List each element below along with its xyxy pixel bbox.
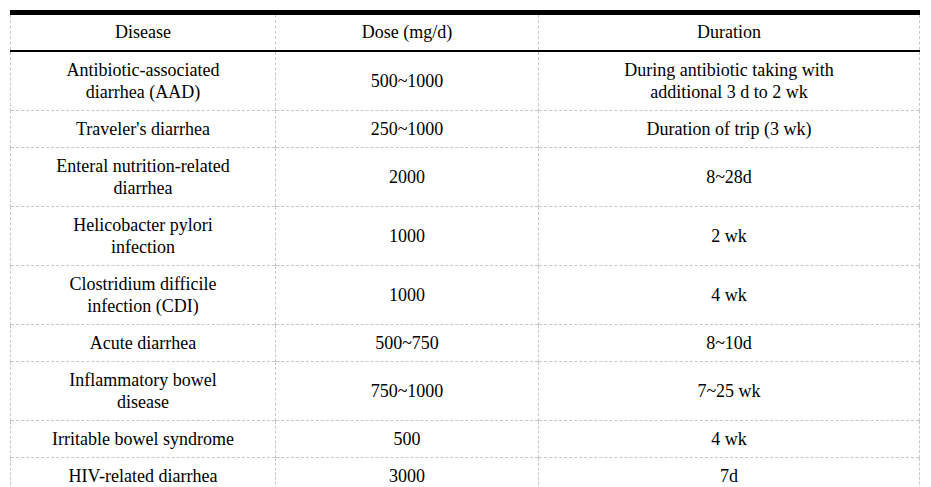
duration-cell: 2 wk [539, 206, 920, 265]
header-row: Disease Dose (mg/d) Duration [11, 13, 920, 51]
table-row: Traveler's diarrhea 250~1000 Duration of… [11, 110, 920, 147]
table-row: HIV-related diarrhea 3000 7d [11, 457, 920, 487]
dose-cell: 500 [276, 420, 539, 457]
disease-dose-duration-table: Disease Dose (mg/d) Duration Antibiotic-… [10, 10, 920, 487]
duration-cell: 7d [539, 457, 920, 487]
col-header-disease: Disease [11, 13, 276, 51]
dose-cell: 500~750 [276, 324, 539, 361]
col-header-duration: Duration [539, 13, 920, 51]
dose-cell: 2000 [276, 147, 539, 206]
dose-cell: 750~1000 [276, 361, 539, 420]
table-row: Inflammatory bowel disease 750~1000 7~25… [11, 361, 920, 420]
duration-cell: 7~25 wk [539, 361, 920, 420]
disease-cell: Enteral nutrition-related diarrhea [11, 147, 276, 206]
duration-cell: 8~10d [539, 324, 920, 361]
dose-cell: 250~1000 [276, 110, 539, 147]
disease-cell: Helicobacter pylori infection [11, 206, 276, 265]
dose-cell: 1000 [276, 206, 539, 265]
duration-cell: During antibiotic taking with additional… [539, 51, 920, 111]
duration-cell: 4 wk [539, 420, 920, 457]
table-row: Enteral nutrition-related diarrhea 2000 … [11, 147, 920, 206]
table-row: Antibiotic-associated diarrhea (AAD) 500… [11, 51, 920, 111]
disease-cell: Irritable bowel syndrome [11, 420, 276, 457]
disease-cell: Acute diarrhea [11, 324, 276, 361]
disease-cell: Clostridium difficile infection (CDI) [11, 265, 276, 324]
table-row: Helicobacter pylori infection 1000 2 wk [11, 206, 920, 265]
dose-cell: 1000 [276, 265, 539, 324]
table-row: Acute diarrhea 500~750 8~10d [11, 324, 920, 361]
disease-cell: Traveler's diarrhea [11, 110, 276, 147]
dose-cell: 500~1000 [276, 51, 539, 111]
dose-cell: 3000 [276, 457, 539, 487]
duration-cell: 4 wk [539, 265, 920, 324]
disease-cell: Antibiotic-associated diarrhea (AAD) [11, 51, 276, 111]
table-body: Antibiotic-associated diarrhea (AAD) 500… [11, 51, 920, 487]
table-row: Irritable bowel syndrome 500 4 wk [11, 420, 920, 457]
table-row: Clostridium difficile infection (CDI) 10… [11, 265, 920, 324]
duration-cell: 8~28d [539, 147, 920, 206]
col-header-dose: Dose (mg/d) [276, 13, 539, 51]
table-header: Disease Dose (mg/d) Duration [11, 13, 920, 51]
disease-cell: Inflammatory bowel disease [11, 361, 276, 420]
duration-cell: Duration of trip (3 wk) [539, 110, 920, 147]
disease-cell: HIV-related diarrhea [11, 457, 276, 487]
table-figure: Disease Dose (mg/d) Duration Antibiotic-… [0, 0, 931, 487]
